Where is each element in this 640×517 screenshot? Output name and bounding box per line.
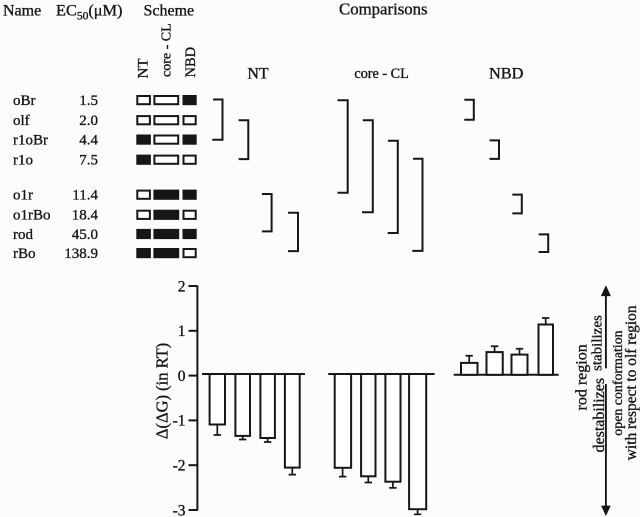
svg-text:olf: olf	[13, 113, 30, 129]
svg-text:oBr: oBr	[13, 93, 36, 109]
svg-text:core - CL: core - CL	[354, 66, 408, 82]
svg-text:45.0: 45.0	[72, 227, 98, 243]
svg-text:7.5: 7.5	[79, 152, 98, 168]
svg-text:r1o: r1o	[13, 152, 33, 168]
svg-text:11.4: 11.4	[72, 188, 98, 204]
svg-text:stabilizes: stabilizes	[590, 315, 606, 371]
svg-text:o1r: o1r	[13, 188, 33, 204]
svg-text:core - CL: core - CL	[160, 23, 175, 77]
svg-text:138.9: 138.9	[64, 246, 98, 262]
svg-text:destabilizes: destabilizes	[591, 378, 608, 453]
svg-text:Comparisons: Comparisons	[339, 0, 428, 19]
svg-text:2.0: 2.0	[79, 113, 98, 129]
svg-text:18.4: 18.4	[72, 208, 99, 224]
svg-text:rBo: rBo	[13, 246, 36, 262]
svg-text:r1oBr: r1oBr	[13, 132, 48, 148]
svg-text:Δ(ΔG) (in RT): Δ(ΔG) (in RT)	[152, 343, 171, 439]
svg-text:-3: -3	[173, 502, 186, 517]
svg-text:NBD: NBD	[183, 47, 199, 78]
svg-text:EC50(μM): EC50(μM)	[56, 1, 122, 23]
svg-text:1: 1	[178, 323, 186, 340]
svg-text:0: 0	[178, 368, 186, 385]
svg-text:Name: Name	[3, 3, 41, 20]
svg-text:NBD: NBD	[489, 63, 524, 82]
svg-text:open conformation: open conformation	[611, 330, 626, 435]
svg-text:with respect to olf region: with respect to olf region	[623, 305, 640, 460]
svg-text:o1rBo: o1rBo	[13, 208, 51, 224]
svg-text:4.4: 4.4	[79, 132, 98, 148]
svg-text:2: 2	[178, 278, 186, 295]
svg-text:1.5: 1.5	[79, 93, 98, 109]
svg-text:rod: rod	[13, 227, 33, 243]
svg-text:-2: -2	[173, 458, 186, 475]
svg-text:NT: NT	[136, 59, 152, 79]
svg-text:-1: -1	[173, 413, 186, 430]
svg-text:rod region: rod region	[573, 344, 590, 410]
svg-text:NT: NT	[247, 65, 269, 82]
svg-text:Scheme: Scheme	[144, 3, 195, 20]
